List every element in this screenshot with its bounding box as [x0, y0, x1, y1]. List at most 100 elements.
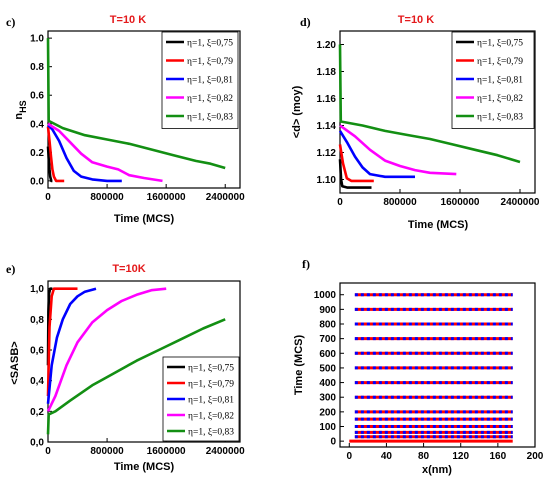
legend-label: η=1, ξ=0,83 — [187, 113, 233, 123]
x-tick-label: 2400000 — [501, 197, 540, 208]
panel-d: d) T=10 K 0 800000 1600000 2400000 1.10 1.12 1.1… — [291, 8, 540, 231]
series-line — [47, 124, 122, 183]
y-axis-label: nHS — [13, 100, 28, 119]
x-tick-label: 1600000 — [441, 197, 480, 208]
series-line — [46, 126, 65, 183]
legend-label: η=1, ξ=0,75 — [188, 364, 234, 374]
x-tick-label: 200 — [527, 451, 544, 462]
legend-label: η=1, ξ=0,75 — [477, 39, 523, 49]
y-tick-label: 600 — [319, 349, 336, 360]
series-line — [46, 287, 97, 404]
y-tick-label: 400 — [319, 378, 336, 389]
y-tick-label: 0,0 — [30, 438, 44, 449]
panel-label: d) — [300, 15, 311, 29]
y-tick-label: 900 — [319, 305, 336, 316]
panel-label: c) — [6, 15, 15, 29]
x-tick-label: 2400000 — [206, 192, 245, 203]
x-axis-label: Time (MCS) — [408, 219, 469, 231]
y-tick-label: 0,2 — [30, 407, 44, 418]
y-tick-label: 300 — [319, 393, 336, 404]
legend-label: η=1, ξ=0,83 — [477, 113, 523, 123]
y-tick-label: 0.0 — [30, 176, 44, 187]
x-tick-label: 0 — [337, 197, 343, 208]
panel-label: e) — [6, 262, 15, 276]
y-tick-label: 1.10 — [317, 175, 337, 186]
legend-label: η=1, ξ=0,82 — [187, 94, 233, 104]
y-tick-label: 0.6 — [30, 91, 44, 102]
y-tick-label: 1.0 — [30, 34, 44, 45]
y-tick-label: 1.12 — [317, 148, 337, 159]
y-tick-label: 0,8 — [30, 315, 44, 326]
x-axis-label: Time (MCS) — [114, 461, 175, 473]
legend-label: η=1, ξ=0,81 — [187, 76, 233, 86]
badge-box — [378, 8, 454, 30]
y-tick-label: 1.20 — [317, 40, 337, 51]
y-tick-label: 500 — [319, 363, 336, 374]
panel-e: e) T=10K 0 800000 1600000 2400000 0,0 0,2 0,4 0,6… — [6, 257, 245, 473]
panel-label: f) — [302, 257, 310, 271]
x-tick-label: 1600000 — [147, 446, 186, 457]
series-line — [46, 38, 226, 170]
legend-label: η=1, ξ=0,82 — [477, 94, 523, 104]
badge-box — [90, 8, 166, 30]
y-tick-label: 0.2 — [30, 148, 44, 159]
x-tick-label: 2400000 — [206, 446, 245, 457]
y-tick-label: 700 — [319, 334, 336, 345]
panel-f: f) 0 40 80 120 160 200 0 100 200 300 400 500 600 700 80… — [293, 257, 544, 476]
x-tick-label: 160 — [490, 451, 507, 462]
plot-frame — [339, 282, 536, 448]
temperature-badge: T=10K — [112, 263, 145, 275]
y-tick-label: 200 — [319, 407, 336, 418]
y-axis-label: <SASB> — [9, 341, 21, 384]
y-tick-label: 0.8 — [30, 62, 44, 73]
x-tick-label: 120 — [452, 451, 469, 462]
y-tick-label: 800 — [319, 320, 336, 331]
legend-label: η=1, ξ=0,79 — [188, 380, 234, 390]
x-tick-label: 800000 — [90, 446, 124, 457]
y-tick-label: 1.18 — [317, 67, 337, 78]
y-tick-label: 1.14 — [317, 121, 337, 132]
x-axis-label: x(nm) — [422, 464, 452, 476]
series-line — [46, 146, 53, 183]
legend: η=1, ξ=0,75 η=1, ξ=0,79 η=1, ξ=0,81 η=1, ξ=… — [162, 356, 240, 442]
y-tick-label: 1,0 — [30, 284, 44, 295]
x-tick-label: 40 — [381, 451, 393, 462]
x-tick-label: 80 — [418, 451, 430, 462]
x-tick-label: 800000 — [383, 197, 417, 208]
y-axis-label: <d> (moy) — [291, 85, 303, 138]
series-line — [46, 318, 226, 435]
y-axis-label: Time (MCS) — [293, 335, 305, 396]
y-tick-label: 100 — [319, 422, 336, 433]
y-axis-label-subscript: HS — [18, 100, 28, 113]
legend-label: η=1, ξ=0,75 — [187, 39, 233, 49]
legend-label: η=1, ξ=0,83 — [188, 428, 234, 438]
x-tick-label: 1600000 — [147, 192, 186, 203]
x-tick-label: 800000 — [90, 192, 124, 203]
x-tick-label: 0 — [45, 192, 51, 203]
badge-box — [94, 257, 164, 279]
y-tick-label: 0 — [330, 437, 336, 448]
legend: η=1, ξ=0,75 η=1, ξ=0,79 η=1, ξ=0,81 η=1, ξ=… — [451, 31, 535, 129]
legend-label: η=1, ξ=0,79 — [187, 57, 233, 67]
x-axis-label: Time (MCS) — [114, 213, 175, 225]
series-line — [338, 130, 415, 179]
y-tick-label: 0,6 — [30, 346, 44, 357]
legend-label: η=1, ξ=0,82 — [188, 412, 234, 422]
series-line — [338, 144, 374, 183]
panel-c: c) T=10 K 0 800000 1600000 2400000 0.0 0.2 0.4 0.… — [6, 8, 245, 225]
legend: η=1, ξ=0,75 η=1, ξ=0,79 η=1, ξ=0,81 η=1, ξ=… — [161, 31, 239, 129]
y-tick-label: 0.4 — [30, 119, 44, 130]
legend-label: η=1, ξ=0,79 — [477, 57, 523, 67]
series-line — [338, 44, 521, 164]
series-line — [338, 159, 372, 189]
series-line — [46, 287, 167, 412]
series-line — [339, 124, 457, 176]
y-tick-label: 1.16 — [317, 94, 337, 105]
legend-label: η=1, ξ=0,81 — [188, 396, 234, 406]
x-tick-label: 0 — [45, 446, 51, 457]
y-tick-label: 1000 — [314, 290, 337, 301]
y-tick-label: 0,4 — [30, 376, 44, 387]
series-line — [46, 287, 78, 397]
temperature-badge: T=10 K — [110, 14, 146, 26]
